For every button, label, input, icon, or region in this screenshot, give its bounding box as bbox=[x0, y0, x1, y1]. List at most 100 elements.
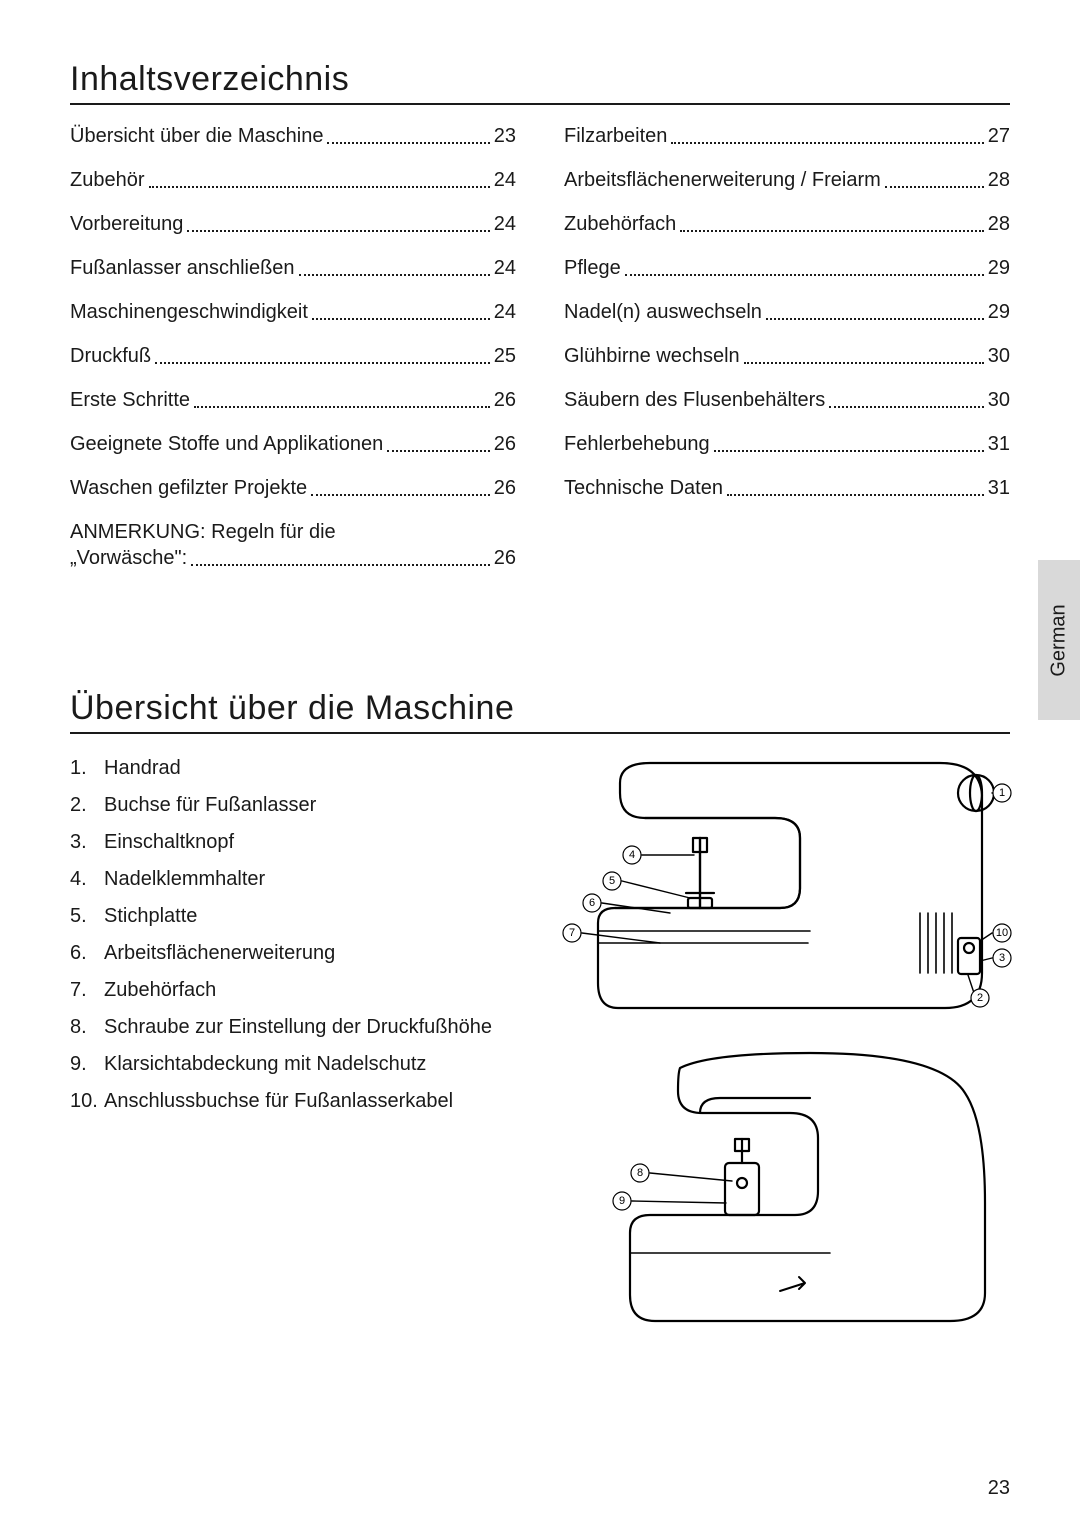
toc-title: Inhaltsverzeichnis bbox=[70, 60, 1010, 105]
svg-text:8: 8 bbox=[637, 1167, 643, 1179]
toc-dots bbox=[194, 406, 490, 408]
toc-label: Druckfuß bbox=[70, 343, 151, 369]
svg-text:5: 5 bbox=[609, 875, 615, 887]
toc-page: 26 bbox=[494, 387, 516, 413]
toc-dots bbox=[885, 186, 984, 188]
overview-item: 10.Anschlussbuchse für Fußanlasserkabel bbox=[70, 1085, 510, 1118]
toc-entry: Übersicht über die Maschine 23 bbox=[70, 123, 516, 149]
toc-page: 31 bbox=[988, 475, 1010, 501]
machine-diagram-front: 145671032 bbox=[550, 743, 1020, 1043]
svg-text:4: 4 bbox=[629, 849, 635, 861]
toc-dots bbox=[312, 318, 490, 320]
svg-text:7: 7 bbox=[569, 927, 575, 939]
toc-page: 27 bbox=[988, 123, 1010, 149]
toc-label: Fehlerbehebung bbox=[564, 431, 710, 457]
language-tab: German bbox=[1038, 560, 1080, 720]
toc-page: 29 bbox=[988, 299, 1010, 325]
toc-label: Pflege bbox=[564, 255, 621, 281]
toc-page: 24 bbox=[494, 167, 516, 193]
toc-dots bbox=[327, 142, 489, 144]
toc-label: Fußanlasser anschließen bbox=[70, 255, 295, 281]
toc-dots bbox=[311, 494, 490, 496]
overview-list: 1.Handrad 2.Buchse für Fußanlasser 3.Einsc… bbox=[70, 752, 510, 1118]
toc-entry: Nadel(n) auswechseln 29 bbox=[564, 299, 1010, 325]
toc-dots bbox=[680, 230, 983, 232]
toc-page: 24 bbox=[494, 255, 516, 281]
toc-page: 26 bbox=[494, 475, 516, 501]
toc-entry: Glühbirne wechseln 30 bbox=[564, 343, 1010, 369]
toc-entry: Druckfuß 25 bbox=[70, 343, 516, 369]
toc-dots bbox=[714, 450, 984, 452]
toc-label: Glühbirne wechseln bbox=[564, 343, 740, 369]
toc-label: Übersicht über die Maschine bbox=[70, 123, 323, 149]
toc-column-left: Übersicht über die Maschine23Zubehör24Vo… bbox=[70, 123, 516, 589]
toc-label: Arbeitsflächenerweiterung / Freiarm bbox=[564, 167, 881, 193]
toc-label: Geeignete Stoffe und Applikationen bbox=[70, 431, 383, 457]
toc-entry: Zubehör 24 bbox=[70, 167, 516, 193]
toc-label: Vorbereitung bbox=[70, 211, 183, 237]
overview-title: Übersicht über die Maschine bbox=[70, 689, 1010, 734]
toc-page: 25 bbox=[494, 343, 516, 369]
toc-dots bbox=[299, 274, 490, 276]
svg-text:10: 10 bbox=[996, 927, 1008, 939]
page-number: 23 bbox=[988, 1477, 1010, 1500]
toc-page: 24 bbox=[494, 211, 516, 237]
overview-item: 1.Handrad bbox=[70, 752, 510, 785]
toc-entry: Pflege 29 bbox=[564, 255, 1010, 281]
overview-item: 2.Buchse für Fußanlasser bbox=[70, 789, 510, 822]
toc-entry: Geeignete Stoffe und Applikationen 26 bbox=[70, 431, 516, 457]
svg-text:6: 6 bbox=[589, 897, 595, 909]
overview-item: 8.Schraube zur Einstellung der Druckfußh… bbox=[70, 1011, 510, 1044]
svg-text:2: 2 bbox=[977, 992, 983, 1004]
toc-entry: Filzarbeiten 27 bbox=[564, 123, 1010, 149]
toc-label: Filzarbeiten bbox=[564, 123, 667, 149]
toc-page: 24 bbox=[494, 299, 516, 325]
toc-entry: Technische Daten 31 bbox=[564, 475, 1010, 501]
svg-text:3: 3 bbox=[999, 952, 1005, 964]
overview-item: 5.Stichplatte bbox=[70, 900, 510, 933]
overview-item: 6.Arbeitsflächenerweiterung bbox=[70, 937, 510, 970]
toc-label: Zubehörfach bbox=[564, 211, 676, 237]
toc-entry: Zubehörfach28 bbox=[564, 211, 1010, 237]
toc-dots bbox=[387, 450, 490, 452]
toc-page: 26 bbox=[494, 431, 516, 457]
toc-entry: Arbeitsflächenerweiterung / Freiarm28 bbox=[564, 167, 1010, 193]
toc-entry: Erste Schritte 26 bbox=[70, 387, 516, 413]
toc-page: 31 bbox=[988, 431, 1010, 457]
toc-entry: Waschen gefilzter Projekte 26 bbox=[70, 475, 516, 501]
toc-entry: Fehlerbehebung 31 bbox=[564, 431, 1010, 457]
toc-label: Erste Schritte bbox=[70, 387, 190, 413]
toc-entry: Maschinengeschwindigkeit 24 bbox=[70, 299, 516, 325]
toc-dots bbox=[671, 142, 983, 144]
toc-entry: ANMERKUNG: Regeln für die „Vorwäsche":26 bbox=[70, 519, 516, 571]
toc-label: Zubehör bbox=[70, 167, 145, 193]
overview-item: 4.Nadelklemmhalter bbox=[70, 863, 510, 896]
overview-item: 3.Einschaltknopf bbox=[70, 826, 510, 859]
toc-dots bbox=[149, 186, 490, 188]
toc-label: Nadel(n) auswechseln bbox=[564, 299, 762, 325]
toc-entry: Fußanlasser anschließen 24 bbox=[70, 255, 516, 281]
toc-page: 30 bbox=[988, 343, 1010, 369]
toc-entry: Säubern des Flusenbehälters 30 bbox=[564, 387, 1010, 413]
toc-label: Technische Daten bbox=[564, 475, 723, 501]
toc-dots bbox=[187, 230, 489, 232]
toc-dots bbox=[625, 274, 984, 276]
toc-label: Säubern des Flusenbehälters bbox=[564, 387, 825, 413]
toc-dots bbox=[155, 362, 490, 364]
overview-item: 7.Zubehörfach bbox=[70, 974, 510, 1007]
toc-page: 23 bbox=[494, 123, 516, 149]
toc-dots bbox=[766, 318, 984, 320]
toc-columns: Übersicht über die Maschine23Zubehör24Vo… bbox=[70, 123, 1010, 589]
language-label: German bbox=[1048, 604, 1071, 676]
machine-diagram-back: 89 bbox=[550, 1043, 1020, 1353]
toc-label: Waschen gefilzter Projekte bbox=[70, 475, 307, 501]
toc-column-right: Filzarbeiten 27 Arbeitsflächenerweiterung … bbox=[564, 123, 1010, 589]
toc-page: 29 bbox=[988, 255, 1010, 281]
toc-page: 30 bbox=[988, 387, 1010, 413]
toc-dots bbox=[744, 362, 984, 364]
toc-dots bbox=[727, 494, 984, 496]
toc-label: Maschinengeschwindigkeit bbox=[70, 299, 308, 325]
machine-diagrams: 145671032 89 bbox=[550, 743, 1030, 1353]
toc-entry: Vorbereitung 24 bbox=[70, 211, 516, 237]
overview-item: 9.Klarsichtabdeckung mit Nadelschutz bbox=[70, 1048, 510, 1081]
